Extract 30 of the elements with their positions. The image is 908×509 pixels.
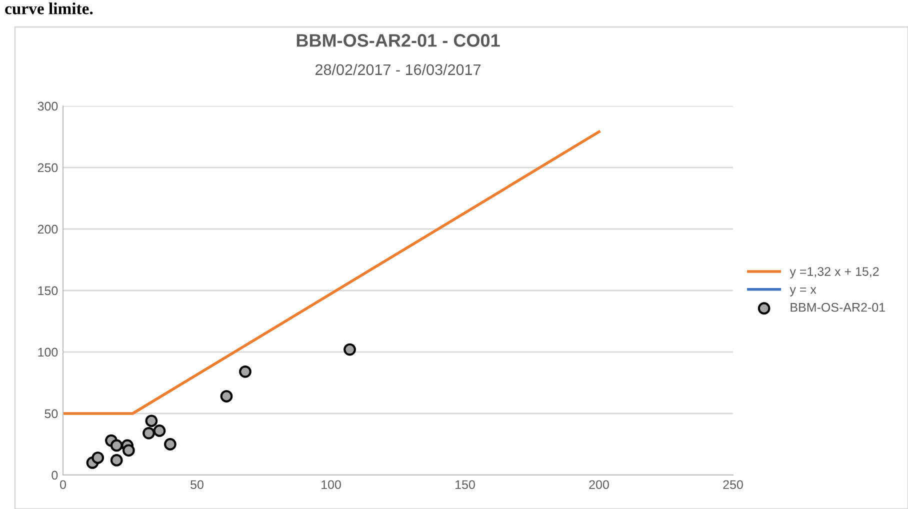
x-tick-label: 200 [589, 480, 609, 490]
point [142, 426, 155, 440]
point [110, 439, 123, 452]
y-tick-label: 150 [38, 286, 58, 296]
y-tick-label: 50 [44, 409, 58, 418]
x-tick-label: 50 [190, 480, 204, 490]
chart-subtitle: 28/02/2017 - 16/03/2017 [316, 64, 480, 76]
x-tick-label: 0 [60, 480, 66, 490]
point [239, 365, 252, 378]
y-tick-label: 0 [52, 470, 58, 480]
legend-label: BBM-OS-AR2-01 [790, 302, 885, 312]
point [153, 424, 166, 437]
y-tick-label: 200 [38, 224, 58, 234]
point [92, 452, 104, 464]
x-tick-label: 100 [322, 480, 341, 490]
legend-label: y = x [790, 287, 816, 296]
point [344, 343, 356, 356]
x-tick-label: 250 [723, 480, 743, 490]
y-tick-label: 300 [38, 102, 58, 111]
x-tick-label: 150 [456, 480, 475, 490]
point [110, 454, 123, 466]
y-tick-label: 250 [38, 163, 58, 172]
y-tick-label: 100 [38, 348, 58, 357]
text: curve limite. [5, 2, 93, 14]
point [145, 414, 158, 428]
point [164, 438, 176, 450]
point [220, 390, 233, 402]
point [122, 444, 135, 457]
legend-label: y =1,32 x + 15,2 [790, 267, 879, 278]
chart-title: BBM-OS-AR2-01 - CO01 [296, 34, 500, 47]
